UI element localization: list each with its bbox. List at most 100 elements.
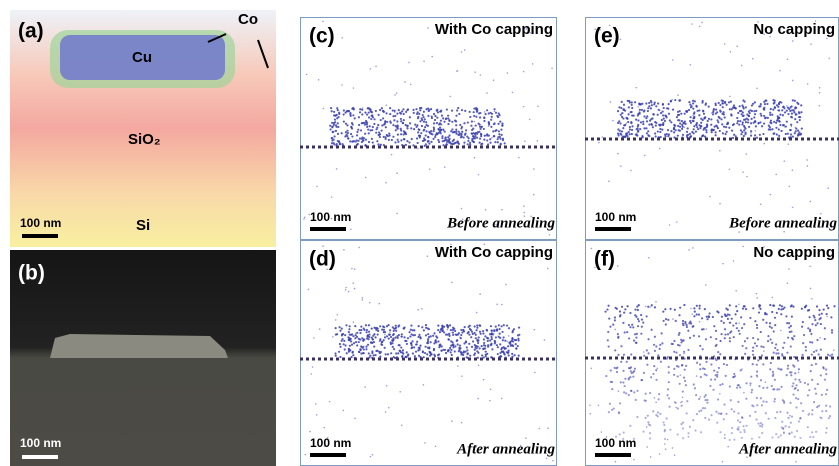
atom-dot [420,132,423,135]
atom-dot [779,123,782,127]
atom-dot [309,430,311,433]
atom-dot [635,86,638,89]
atom-dot [401,351,404,354]
atom-dot [426,140,429,143]
atom-dot [367,116,371,119]
atom-dot [681,133,685,136]
atom-dot [350,228,352,231]
atom-dot [743,129,746,132]
atom-dot [692,325,695,328]
atom-dot [811,323,814,326]
atom-dot [717,115,720,119]
atom-dot [332,336,334,338]
atom-dot [468,342,471,345]
co-label: Co [238,11,258,28]
atom-dot [470,330,474,333]
atom-dot [335,168,338,170]
atom-dot [649,456,652,458]
atom-dot [759,307,762,310]
atom-dot [810,363,813,367]
atom-dot [746,175,748,178]
atom-dot [757,422,760,425]
atom-dot [681,396,684,399]
atom-dot [489,138,492,141]
atom-dot [779,368,782,371]
atom-dot [494,111,498,114]
atom-dot [617,390,620,392]
atom-dot [658,453,661,455]
atom-dot [547,427,549,430]
atom-dot [722,262,724,265]
atom-dot [833,305,836,308]
atom-dot [365,331,368,334]
atom-dot [818,404,821,407]
atom-dot [448,334,451,337]
atom-dot [759,121,762,124]
atom-dot [432,122,436,125]
atom-dot [769,121,772,124]
atom-dot [483,119,486,123]
atom-dot [620,345,623,348]
atom-dot [424,334,428,337]
atom-dot [719,202,721,205]
atom-dot [653,397,656,399]
atom-dot [763,350,765,352]
atom-dot [809,341,812,344]
atom-dot [656,367,659,370]
atom-dot [482,332,485,335]
atom-dot [463,49,466,51]
atom-dot [769,361,772,365]
atom-dot [630,372,633,375]
atom-dot [650,122,653,126]
atom-dot [674,401,677,404]
atom-dot [755,136,759,139]
atom-dot [713,325,716,328]
atom-dot [475,329,478,332]
atom-dot [617,335,620,338]
atom-dot [460,51,463,53]
atom-dot [473,114,476,118]
atom-dot [730,408,733,411]
atom-dot [472,340,475,343]
atom-dot [649,306,652,308]
atom-dot [777,352,780,355]
atom-dot [705,284,707,286]
atom-dot [693,315,696,318]
atom-dot [740,64,743,67]
cu-label: Cu [132,49,152,66]
atom-dot [481,329,485,333]
atom-dot [424,138,427,142]
atom-dot [800,325,804,328]
atom-dot [361,113,364,116]
atom-dot [438,346,441,349]
atom-dot [726,313,729,316]
atom-dot [790,431,793,434]
atom-dot [670,342,673,345]
atom-dot [463,342,466,345]
atom-dot [635,128,638,131]
atom-dot [505,351,508,354]
atom-dot [349,114,352,118]
atom-dot [617,412,621,415]
atom-dot [396,120,399,123]
atom-dot [355,139,358,142]
atom-dot [798,115,801,119]
atom-dot [477,351,480,354]
atom-dot [659,360,662,363]
atom-dot [775,173,777,176]
atom-dot [516,334,520,337]
atom-dot [677,124,680,128]
atom-dot [681,400,683,403]
atom-dot [769,303,772,307]
atom-dot [441,136,444,140]
atom-dot [365,345,368,348]
panel-a: (a) Co Cu SiO₂ Si 100 nm [10,10,276,247]
atom-dot [622,437,625,440]
atom-dot [430,129,433,133]
atom-dot [411,329,414,332]
atom-dot [344,111,347,114]
atom-dot [714,134,717,137]
atom-dot [657,108,660,111]
atom-dot [716,373,719,376]
atom-dot [688,336,692,339]
